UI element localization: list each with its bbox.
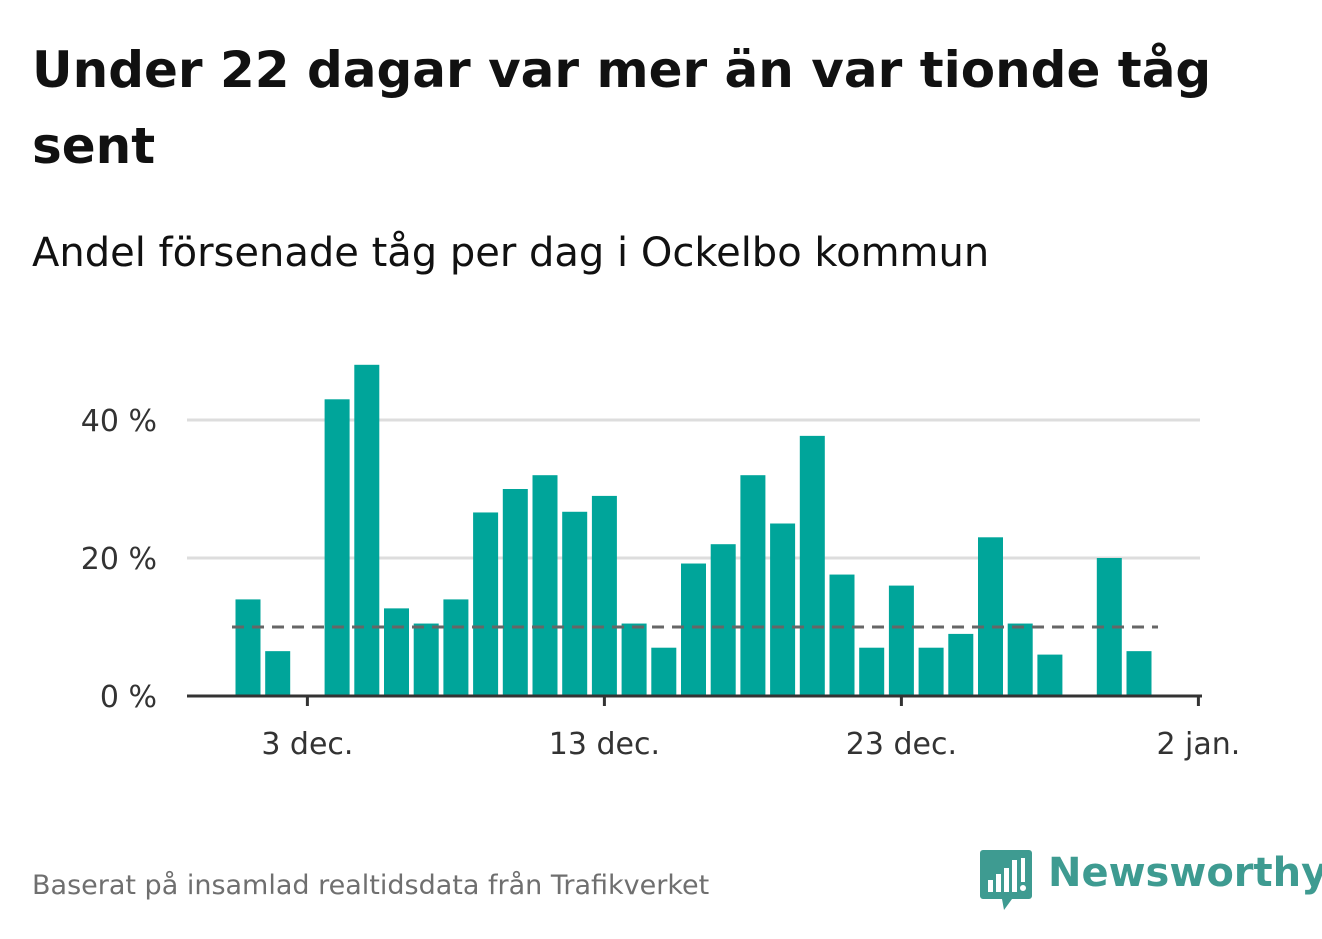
y-tick-label: 40 % <box>81 404 157 439</box>
bar <box>235 599 261 696</box>
x-tick-label: 3 dec. <box>261 727 353 762</box>
bar <box>621 623 647 696</box>
bar <box>502 489 528 696</box>
x-tick-label: 13 dec. <box>549 727 660 762</box>
bar <box>354 364 380 696</box>
bar <box>1126 651 1152 696</box>
bar-chart: 0 % 20 % 40 % 3 dec. 13 dec. 23 dec. 2 jan. <box>81 364 1241 762</box>
bar <box>443 599 469 696</box>
bar <box>710 544 736 696</box>
x-tick-label: 23 dec. <box>846 727 957 762</box>
bar <box>591 495 617 696</box>
bar <box>1007 623 1033 696</box>
bar <box>948 633 974 696</box>
y-tick-label: 20 % <box>81 542 157 577</box>
bar <box>324 399 350 696</box>
bar <box>473 512 499 696</box>
brand-name: Newsworthy <box>1048 850 1322 896</box>
newsworthy-logo: Newsworthy <box>980 848 1322 914</box>
bar <box>651 647 677 696</box>
bar <box>413 623 439 696</box>
bar <box>799 435 825 696</box>
bar <box>888 585 914 696</box>
bar <box>532 475 558 696</box>
bar <box>265 651 291 696</box>
bar <box>384 608 409 696</box>
bar <box>681 563 706 696</box>
bar <box>978 537 1003 696</box>
x-tick-label: 2 jan. <box>1156 727 1240 762</box>
bar-chart-speech-bubble-icon <box>980 850 1032 910</box>
chart-subtitle: Andel försenade tåg per dag i Ockelbo ko… <box>32 230 990 276</box>
tick-labels: 0 % 20 % 40 % 3 dec. 13 dec. 23 dec. 2 jan. <box>81 404 1241 762</box>
bars <box>235 364 1152 696</box>
bar <box>770 523 796 696</box>
bar <box>918 647 944 696</box>
bar <box>1037 654 1063 696</box>
bar <box>859 647 885 696</box>
x-axis <box>187 694 1202 706</box>
y-tick-label: 0 % <box>100 680 157 715</box>
bar <box>829 574 855 696</box>
bar <box>740 475 766 696</box>
source-note: Baserat på insamlad realtidsdata från Tr… <box>32 870 710 901</box>
chart-title: Under 22 dagar var mer än var tionde tåg… <box>32 41 1212 175</box>
bar <box>562 511 588 696</box>
